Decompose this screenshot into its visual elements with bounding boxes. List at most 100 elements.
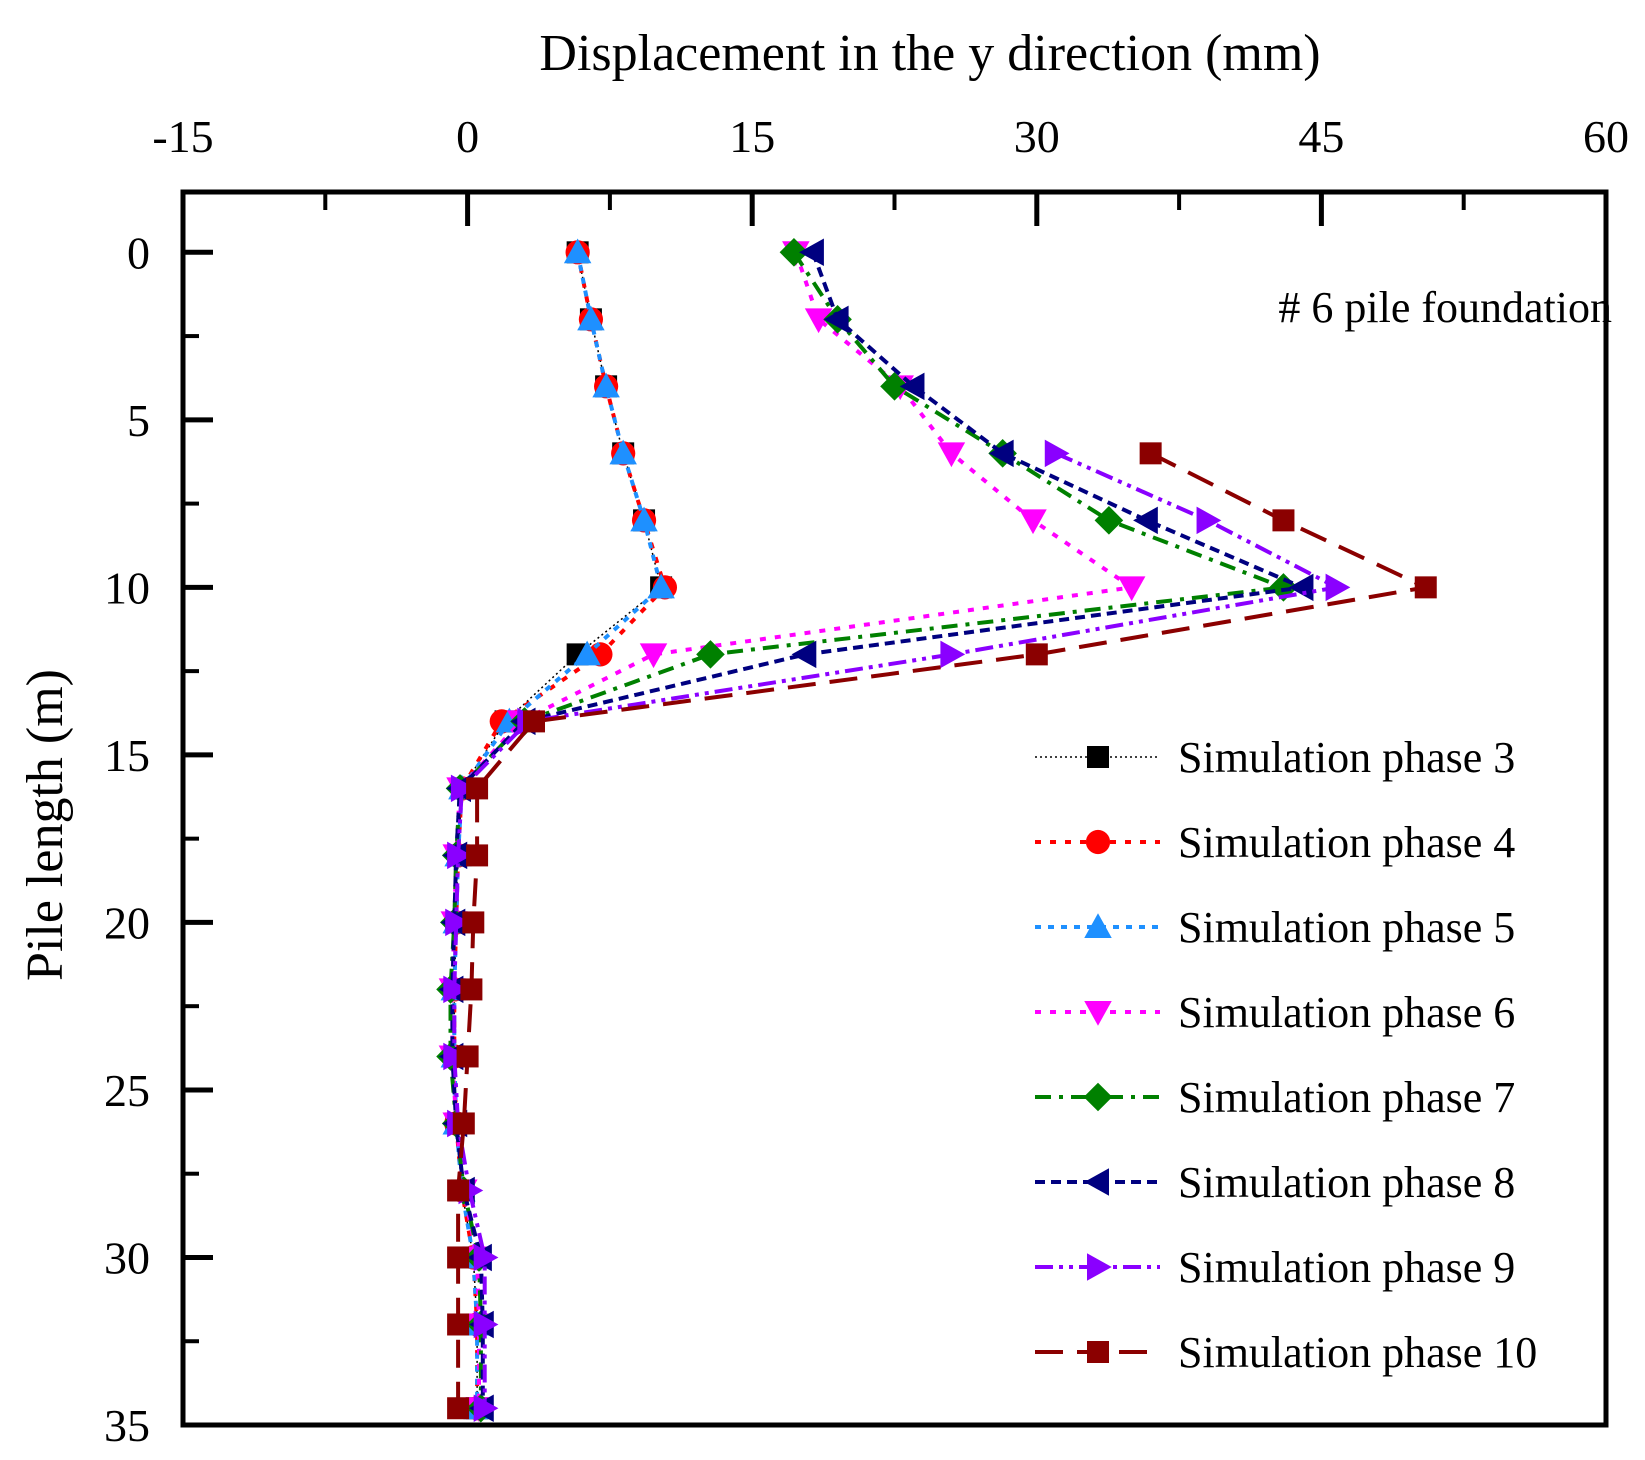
- data-point: [630, 506, 658, 532]
- data-point: [1044, 439, 1070, 468]
- data-point: [880, 372, 909, 401]
- data-point: [452, 1112, 475, 1135]
- data-point: [523, 710, 546, 733]
- data-point: [940, 640, 966, 669]
- legend-item: Simulation phase 6: [1035, 988, 1515, 1037]
- data-point: [1019, 509, 1047, 535]
- legend-marker: [1087, 1341, 1109, 1363]
- legend-item: Simulation phase 4: [1035, 818, 1515, 867]
- x-tick-label: 30: [1014, 111, 1060, 162]
- axes: -15 0 15 30 45 60 0 5 10 15 20 25 30 35: [104, 111, 1629, 1451]
- x-axis-title: Displacement in the y direction (mm): [539, 25, 1320, 82]
- data-point: [1139, 442, 1162, 465]
- data-point: [647, 573, 675, 599]
- data-point: [443, 1042, 469, 1071]
- x-tick-label: 45: [1298, 111, 1344, 162]
- data-point: [1272, 509, 1295, 532]
- legend-item: Simulation phase 10: [1035, 1328, 1537, 1377]
- legend-marker: [1083, 1082, 1113, 1112]
- data-point: [1288, 573, 1314, 602]
- legend-label: Simulation phase 10: [1178, 1328, 1537, 1377]
- data-point: [447, 841, 472, 870]
- series-line: [453, 252, 662, 1409]
- legend-label: Simulation phase 4: [1178, 818, 1515, 867]
- data-point: [823, 305, 849, 334]
- y-tick-label: 25: [104, 1065, 150, 1116]
- data-point: [791, 640, 817, 669]
- series-line: [452, 251, 664, 1409]
- legend-item: Simulation phase 7: [1035, 1073, 1515, 1122]
- data-point: [1414, 576, 1437, 599]
- series-3: [440, 238, 675, 1420]
- y-tick-label: 30: [104, 1232, 150, 1283]
- data-point: [937, 442, 966, 468]
- data-point: [573, 640, 601, 666]
- legend-label: Simulation phase 8: [1178, 1158, 1515, 1207]
- chart-annotation: # 6 pile foundation: [1278, 283, 1612, 332]
- legend-label: Simulation phase 6: [1178, 988, 1515, 1037]
- data-point: [639, 643, 668, 669]
- data-point: [473, 1394, 499, 1422]
- data-point: [1133, 506, 1158, 535]
- series-line: [448, 251, 1286, 1409]
- legend: Simulation phase 3 Simulation phase 4 Simu…: [1035, 733, 1537, 1377]
- series-group: [436, 238, 1437, 1423]
- data-point: [592, 372, 620, 398]
- data-point: [1325, 573, 1351, 602]
- legend-label: Simulation phase 5: [1178, 903, 1515, 952]
- data-point: [609, 439, 637, 465]
- data-point: [799, 238, 824, 267]
- data-point: [443, 975, 469, 1004]
- data-point: [473, 1310, 499, 1339]
- legend-item: Simulation phase 3: [1035, 733, 1515, 782]
- legend-marker: [1085, 829, 1111, 855]
- legend-item: Simulation phase 8: [1035, 1158, 1515, 1207]
- data-point: [473, 1243, 499, 1272]
- x-tick-label: -15: [152, 111, 213, 162]
- data-point: [1025, 643, 1048, 666]
- legend-marker: [1084, 1001, 1112, 1026]
- data-point: [447, 1397, 470, 1420]
- data-point: [577, 305, 605, 331]
- data-point: [456, 1045, 479, 1068]
- data-point: [447, 1179, 470, 1202]
- series-line: [450, 251, 1305, 1409]
- x-tick-label: 60: [1583, 111, 1629, 162]
- legend-marker: [1087, 746, 1109, 768]
- y-tick-label: 20: [104, 897, 150, 948]
- data-point: [1094, 506, 1124, 535]
- legend-label: Simulation phase 7: [1178, 1073, 1515, 1122]
- y-tick-label: 0: [127, 227, 150, 278]
- data-point: [899, 372, 925, 401]
- data-point: [804, 308, 833, 334]
- data-point: [563, 238, 592, 264]
- legend-marker: [1084, 1168, 1109, 1196]
- x-tick-label: 0: [456, 111, 479, 162]
- series-line: [452, 251, 667, 1409]
- series-line: [450, 251, 1134, 1409]
- data-point: [696, 640, 725, 669]
- data-point: [460, 978, 483, 1001]
- data-point: [466, 844, 489, 867]
- x-tick-label: 15: [729, 111, 775, 162]
- y-tick-label: 5: [127, 395, 150, 446]
- data-point: [445, 908, 470, 937]
- data-point: [450, 774, 476, 803]
- data-point: [1117, 576, 1146, 602]
- y-tick-label: 15: [104, 730, 150, 781]
- data-point: [779, 238, 809, 267]
- data-point: [447, 1313, 470, 1336]
- legend-item: Simulation phase 9: [1035, 1243, 1515, 1292]
- y-tick-label: 35: [104, 1400, 150, 1451]
- series-8: [447, 442, 1437, 1420]
- series-line: [452, 451, 1339, 1409]
- data-point: [466, 777, 489, 800]
- y-axis-title: Pile length (m): [17, 669, 74, 981]
- legend-item: Simulation phase 5: [1035, 903, 1515, 952]
- data-point: [1196, 506, 1222, 535]
- y-tick-label: 10: [104, 562, 150, 613]
- data-point: [988, 439, 1014, 468]
- series-5: [436, 238, 1298, 1423]
- series-4: [438, 241, 1146, 1422]
